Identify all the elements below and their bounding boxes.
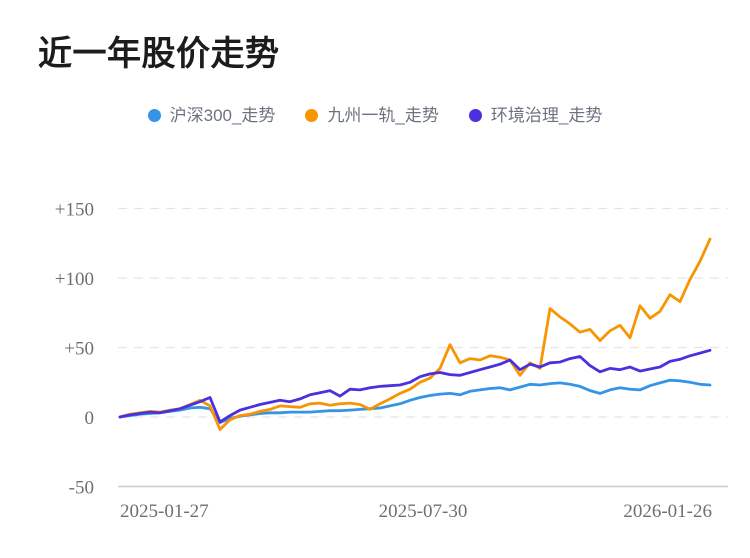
legend-dot-hs300-icon: [147, 109, 161, 122]
trend-line-2: [118, 348, 712, 424]
legend-dot-jiuzhou-icon: [305, 109, 319, 122]
y-tick-label: +100: [55, 269, 94, 290]
legend-label-huanjing: 环境治理_走势: [490, 106, 603, 125]
trend-line-1: [118, 237, 712, 431]
chart-title: 近一年股价走势: [38, 35, 280, 73]
x-tick-label: 2025-01-27: [120, 501, 209, 522]
x-tick-label: 2026-01-26: [623, 501, 712, 522]
x-tick-label: 2025-07-30: [379, 501, 468, 522]
legend-item-hs300[interactable]: 沪深300_走势: [147, 106, 276, 125]
y-tick-label: +150: [55, 200, 94, 221]
chart-legend: 沪深300_走势 九州一轨_走势 环境治理_走势: [0, 107, 750, 124]
legend-label-jiuzhou: 九州一轨_走势: [327, 106, 439, 125]
y-tick-label: +50: [64, 339, 94, 360]
legend-label-hs300: 沪深300_走势: [169, 106, 276, 125]
legend-dot-huanjing-icon: [468, 109, 482, 122]
y-tick-label: -50: [69, 478, 94, 499]
legend-item-jiuzhou[interactable]: 九州一轨_走势: [305, 106, 439, 125]
legend-item-huanjing[interactable]: 环境治理_走势: [468, 106, 603, 125]
y-tick-label: 0: [85, 408, 95, 429]
